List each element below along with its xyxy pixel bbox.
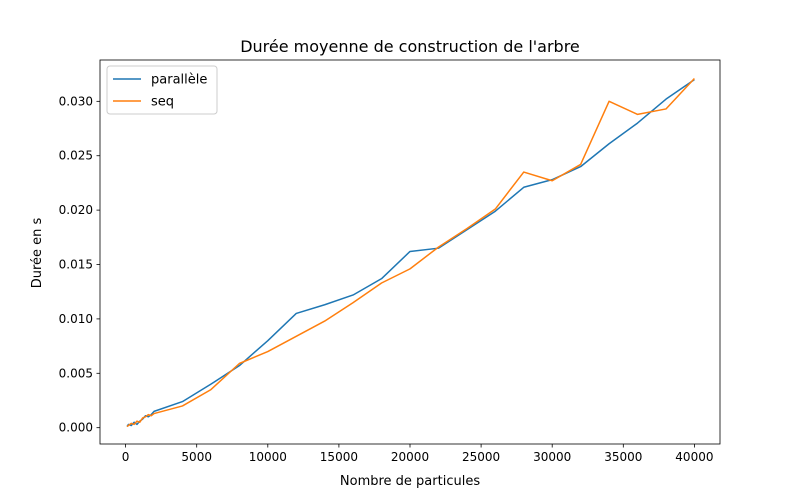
legend-box (106, 65, 218, 115)
legend: parallèle seq (106, 65, 218, 115)
y-tick-label: 0.025 (59, 149, 93, 163)
y-tick-label: 0.030 (59, 94, 93, 108)
series-line-seq (126, 77, 695, 428)
x-tick-label: 35000 (604, 450, 642, 464)
legend-entry: parallèle (151, 73, 207, 88)
x-tick-label: 20000 (391, 450, 429, 464)
y-tick-label: 0.000 (59, 421, 93, 435)
x-tick-label: 10000 (249, 450, 287, 464)
x-tick-label: 5000 (181, 450, 212, 464)
y-tick-label: 0.015 (59, 258, 93, 272)
y-tick-label: 0.010 (59, 312, 93, 326)
x-tick-label: 25000 (462, 450, 500, 464)
x-axis-label: Nombre de particules (340, 474, 480, 489)
y-tick-label: 0.020 (59, 203, 93, 217)
x-tick-label: 30000 (533, 450, 571, 464)
x-tick-label: 0 (122, 450, 130, 464)
plot-area (126, 77, 695, 428)
axes: 0 5000 10000 15000 20000 25000 30000 35000 40000… (59, 59, 721, 464)
x-tick-label: 15000 (320, 450, 358, 464)
x-tick-label: 40000 (675, 450, 713, 464)
y-tick-label: 0.005 (59, 366, 93, 380)
legend-entry: seq (151, 95, 174, 110)
chart-title: Durée moyenne de construction de l'arbre (240, 37, 580, 56)
y-axis-label: Durée en s (30, 217, 45, 288)
